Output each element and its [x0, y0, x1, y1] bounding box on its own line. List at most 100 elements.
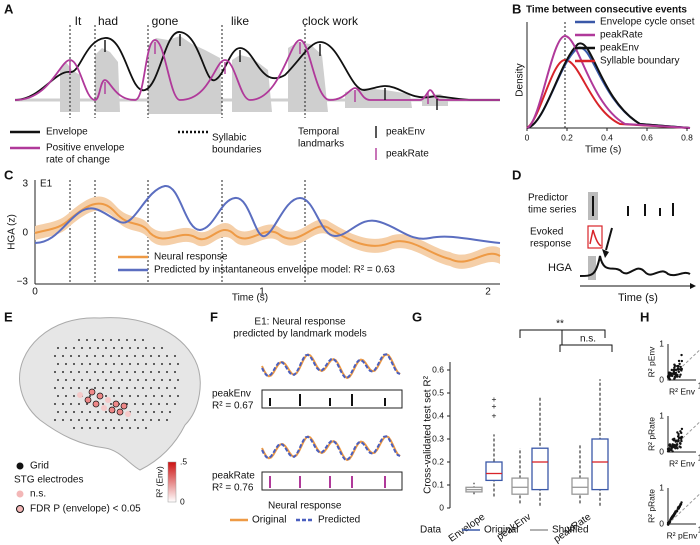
scatter-dot — [680, 439, 683, 443]
grid-electrode — [113, 427, 115, 429]
grid-electrode — [174, 371, 176, 373]
scatter-dot — [670, 448, 673, 451]
grid-electrode — [94, 355, 96, 357]
label: 2 — [485, 287, 491, 298]
grid-electrode — [158, 355, 160, 357]
grid-electrode — [161, 347, 163, 349]
grid-electrode — [110, 371, 112, 373]
box — [485, 461, 503, 482]
grid-electrode — [145, 363, 147, 365]
y-tick-label: 0.3 — [432, 433, 444, 443]
grid-electrode — [89, 379, 91, 381]
grid-electrode — [70, 371, 72, 373]
scatter-dot — [666, 450, 670, 453]
scatter-dot — [673, 363, 676, 366]
grid-electrode — [65, 411, 67, 413]
label: G — [412, 309, 422, 324]
grid-electrode — [62, 355, 64, 357]
label: Density — [515, 63, 526, 96]
grid-electrode — [142, 419, 144, 421]
stg-electrode — [96, 392, 104, 400]
label: peakRate — [386, 149, 429, 160]
label: B — [512, 1, 521, 16]
grid-electrode — [145, 427, 147, 429]
scatter-dot — [678, 375, 681, 378]
stg-electrode — [84, 396, 92, 404]
scatter-dot — [679, 446, 682, 449]
y-tick-label: 0.4 — [432, 410, 444, 420]
grid-electrode — [62, 419, 64, 421]
label: Predictor — [528, 193, 569, 204]
grid-electrode — [89, 363, 91, 365]
scatter-dot — [676, 367, 680, 370]
label: peakEnv — [600, 43, 639, 54]
scatter-dot — [673, 446, 676, 449]
grid-electrode — [174, 355, 176, 357]
label: gone — [152, 14, 179, 28]
grid-electrode — [70, 387, 72, 389]
outlier: + — [492, 401, 497, 411]
grid-electrode — [57, 411, 59, 413]
shape-circle — [16, 462, 24, 470]
scatter-dot — [677, 370, 681, 374]
label: Neural response — [154, 252, 228, 263]
tick-label: 1 — [698, 452, 700, 462]
label: Time (s) — [585, 145, 621, 156]
x-tick-label: 0.8 — [681, 132, 693, 142]
grid-electrode — [177, 363, 179, 365]
scatter-dot — [674, 512, 677, 515]
grid-electrode — [145, 395, 147, 397]
grid-electrode — [102, 371, 104, 373]
label: predicted by landmark models — [233, 329, 366, 340]
grid-electrode — [166, 403, 168, 405]
label: E1 — [40, 179, 53, 190]
grid-electrode — [134, 355, 136, 357]
grid-electrode — [54, 387, 56, 389]
grid-electrode — [102, 419, 104, 421]
grid-electrode — [150, 355, 152, 357]
scatter-dot — [680, 353, 683, 357]
grid-electrode — [86, 371, 88, 373]
grid-electrode — [105, 363, 107, 365]
grid-electrode — [105, 379, 107, 381]
grid-electrode — [121, 379, 123, 381]
grid-electrode — [97, 347, 99, 349]
scatter-dot — [670, 517, 673, 520]
label: n.s. — [30, 489, 46, 500]
grid-electrode — [97, 363, 99, 365]
grid-electrode — [158, 387, 160, 389]
grid-electrode — [177, 379, 179, 381]
shape-g — [54, 339, 179, 429]
shape-rect — [167, 461, 177, 503]
scatter-dot — [680, 437, 683, 441]
grid-electrode — [73, 427, 75, 429]
grid-electrode — [81, 347, 83, 349]
grid-electrode — [94, 387, 96, 389]
grid-electrode — [81, 363, 83, 365]
label: R² (Env) — [154, 466, 164, 498]
grid-electrode — [65, 347, 67, 349]
tick-label: 1 — [698, 380, 700, 390]
tick-label: 1 — [659, 410, 664, 420]
stg-electrode — [105, 397, 111, 403]
tick-label: 1 — [659, 482, 664, 492]
shape-polygon — [690, 283, 696, 289]
grid-electrode — [73, 347, 75, 349]
label: Evoked — [530, 227, 563, 238]
grid-electrode — [110, 339, 112, 341]
grid-electrode — [121, 395, 123, 397]
grid-electrode — [169, 379, 171, 381]
x-label: R² Env — [669, 386, 696, 396]
grid-electrode — [105, 427, 107, 429]
label: FDR P (envelope) < 0.05 — [30, 504, 141, 515]
grid-electrode — [137, 363, 139, 365]
grid-electrode — [126, 419, 128, 421]
grid-electrode — [142, 387, 144, 389]
grid-electrode — [113, 347, 115, 349]
grid-electrode — [174, 387, 176, 389]
model-name: peakEnv — [212, 389, 251, 400]
predictor-box — [261, 471, 403, 491]
label: Syllabic — [212, 133, 246, 144]
shape-polygon — [232, 55, 272, 112]
label: Envelope cycle onset — [600, 17, 695, 28]
